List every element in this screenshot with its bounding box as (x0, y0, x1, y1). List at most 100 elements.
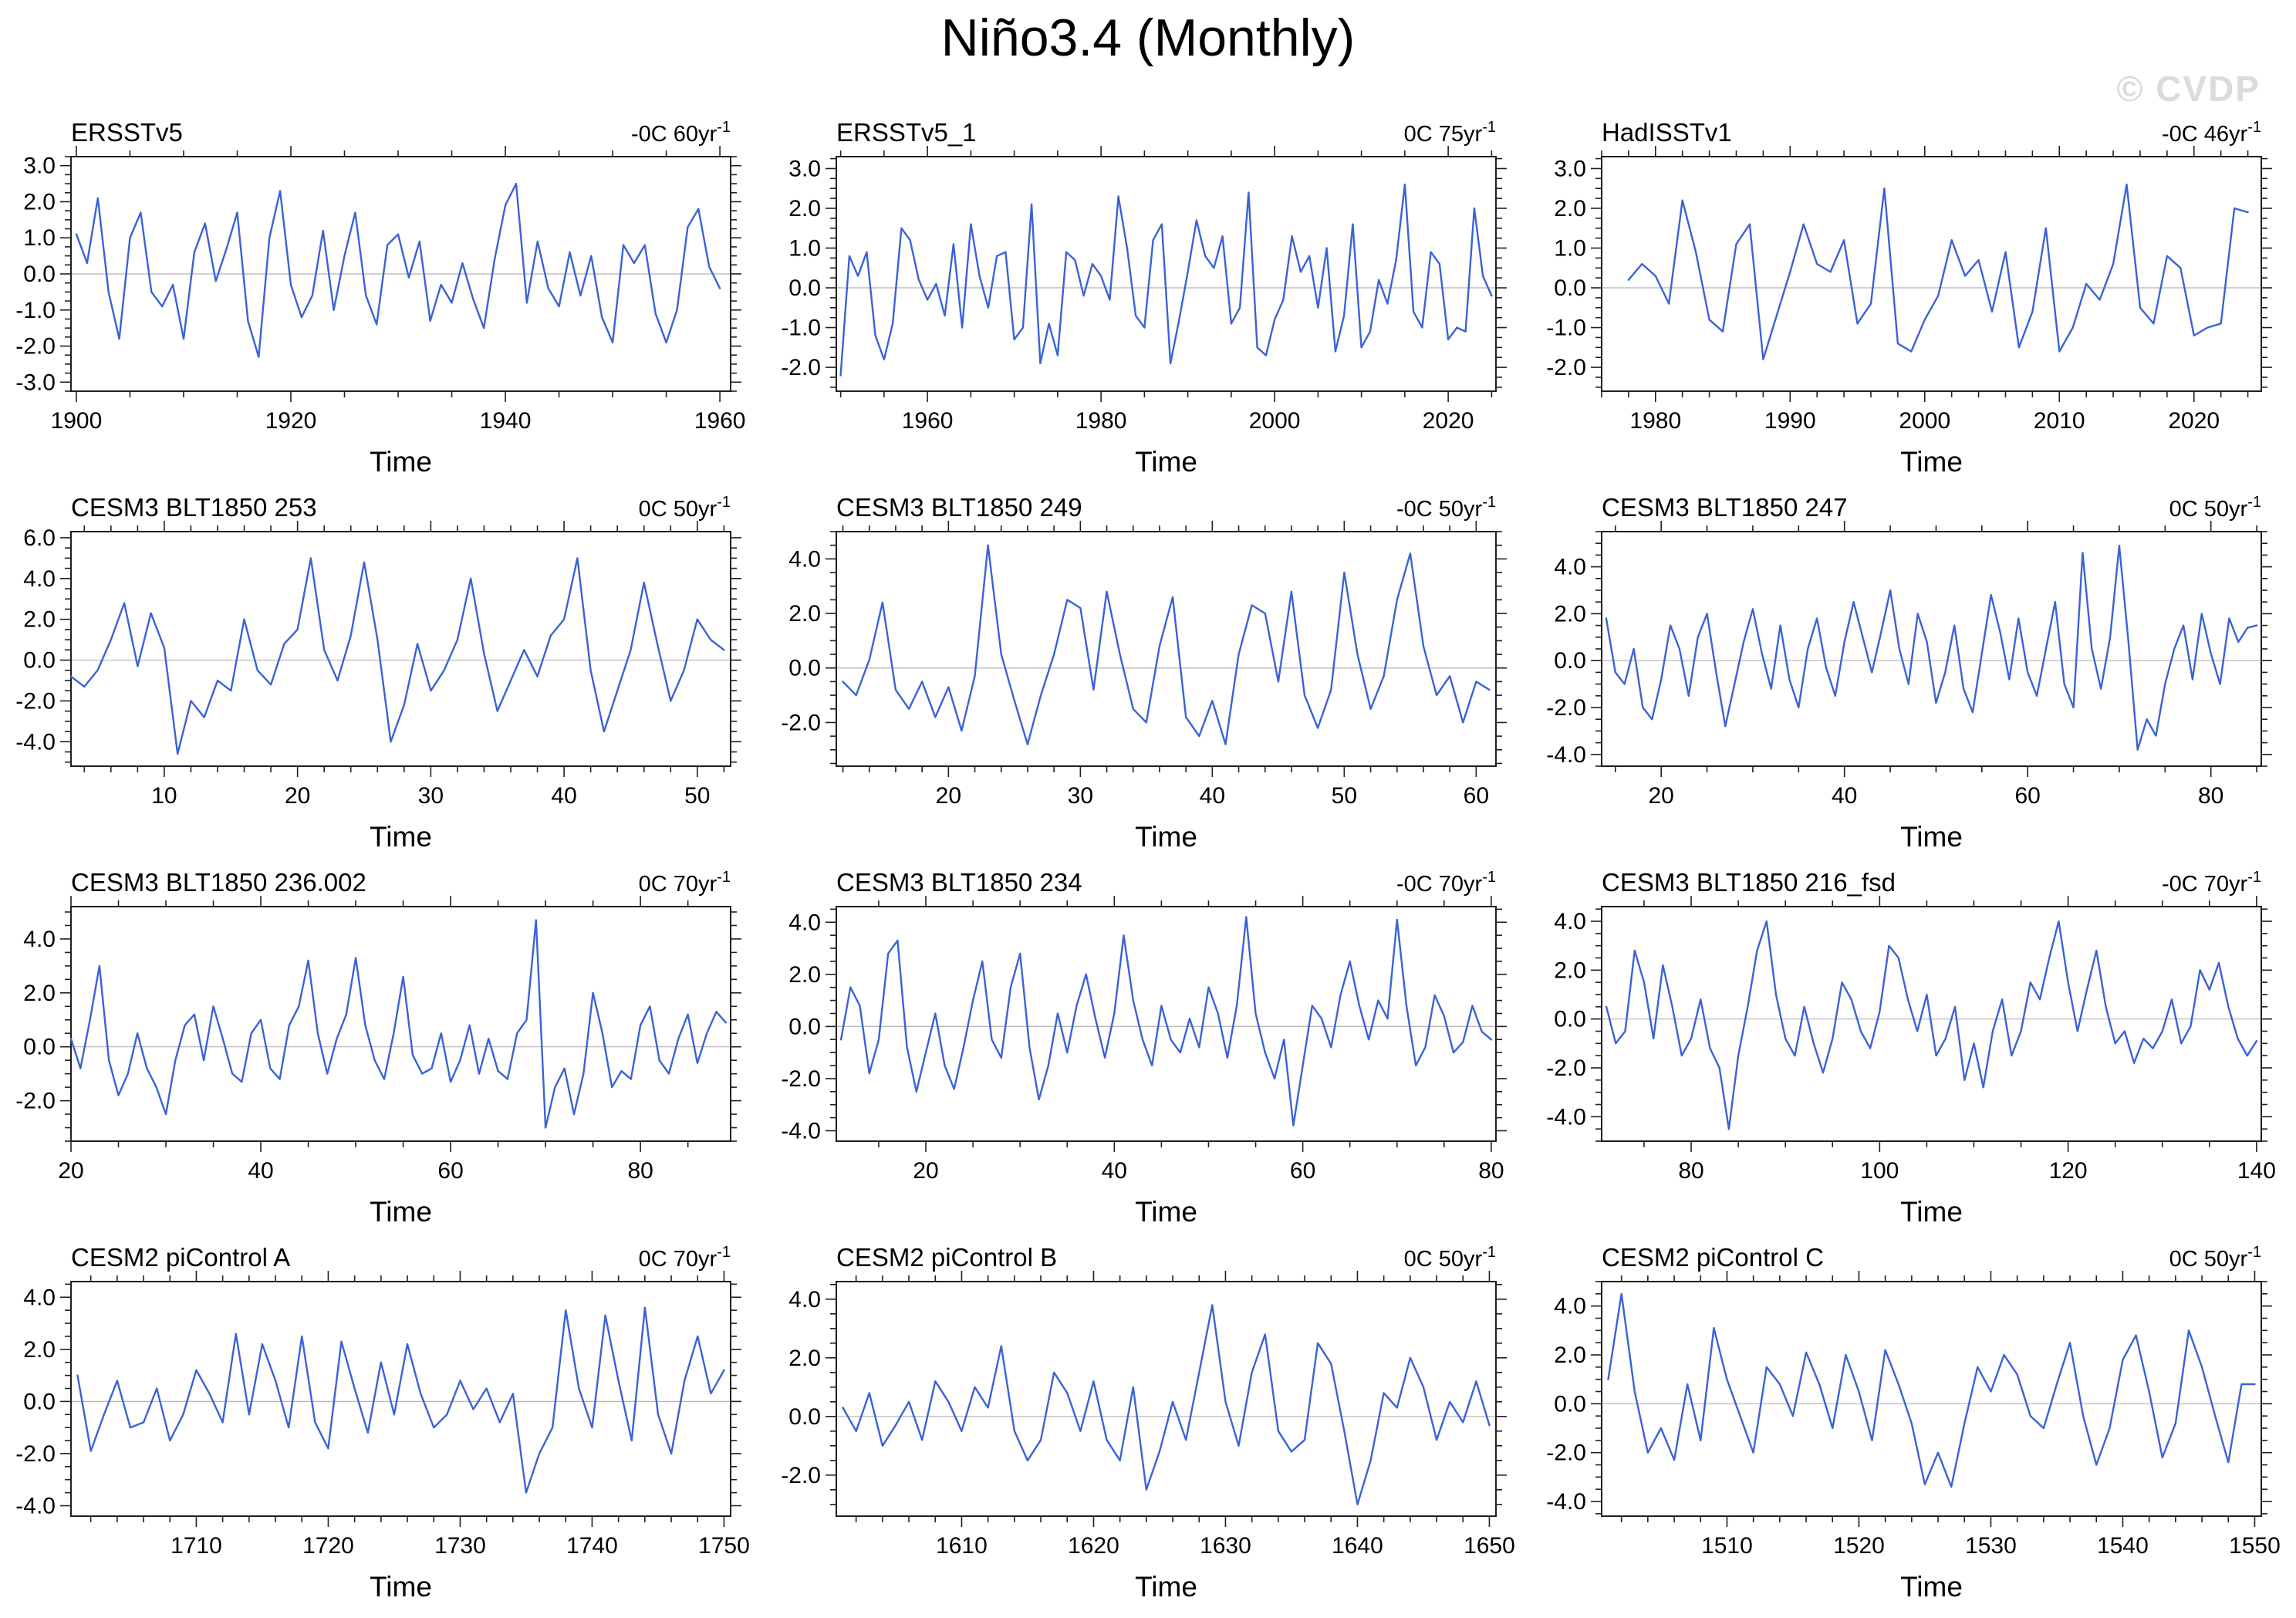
panel-cesm3-blt1850-216-fsd: CESM3 BLT1850 216_fsd -0C 70yr-1 80 100 120 1… (1531, 863, 2296, 1238)
plot-frame (70, 1281, 731, 1517)
panels-grid: ERSSTv5 -0C 60yr-1 1900 1920 1940 1960 -3.0 -2.… (0, 113, 2296, 1613)
trend-label: 0C 50yr-1 (2169, 494, 2261, 522)
panel-cesm3-blt1850-247: CESM3 BLT1850 247 0C 50yr-1 20 40 60 80 -4.0 -2… (1531, 488, 2296, 863)
data-line (1627, 183, 2249, 360)
x-tick-label: 2020 (1423, 408, 1474, 434)
panel-title: CESM3 BLT1850 236.002 (71, 868, 366, 897)
data-line (69, 557, 725, 755)
x-tick-label: 1940 (480, 408, 532, 434)
y-tick-label: 0.0 (788, 1014, 821, 1039)
x-tick-label: 2000 (1249, 408, 1301, 434)
panel-title: ERSSTv5 (71, 118, 183, 147)
panel-cesm3-blt1850-249: CESM3 BLT1850 249 -0C 50yr-1 20 30 40 50 60 -2.… (765, 488, 1531, 863)
y-tick-label: -2.0 (781, 1066, 821, 1092)
data-line (69, 919, 727, 1129)
x-tick-label: 50 (1332, 783, 1357, 809)
x-tick-label: 1710 (171, 1533, 222, 1559)
x-tick-label: 1550 (2229, 1533, 2281, 1559)
time-axis-label: Time (1135, 1196, 1197, 1228)
time-axis-label: Time (370, 446, 432, 478)
y-tick-label: -4.0 (1546, 1489, 1586, 1515)
chart-svg-6: CESM3 BLT1850 236.002 0C 70yr-1 20 40 60 80 -2… (15, 868, 741, 1228)
x-tick-label: 1720 (302, 1533, 354, 1559)
x-tick-label: 120 (2049, 1158, 2088, 1184)
x-tick-label: 2000 (1899, 408, 1950, 434)
panel-ersstv5-1: ERSSTv5_1 0C 75yr-1 1960 1980 2000 2020 -2.0 -1… (765, 113, 1531, 488)
y-tick-label: 4.0 (788, 1287, 821, 1312)
x-tick-label: 20 (936, 783, 961, 809)
y-tick-label: 0.0 (1554, 1007, 1586, 1032)
panel-cesm3-blt1850-253: CESM3 BLT1850 253 0C 50yr-1 10 20 30 40 50 -4.0… (0, 488, 765, 863)
y-tick-label: 2.0 (23, 607, 56, 633)
chart-svg-5: CESM3 BLT1850 247 0C 50yr-1 20 40 60 80 -4.0 -2… (1546, 493, 2272, 853)
x-tick-label: 2020 (2168, 408, 2220, 434)
y-tick-label: -2.0 (781, 355, 821, 380)
plot-frame (70, 906, 731, 1142)
panel-cesm2-picontrol-a: CESM2 piControl A 0C 70yr-1 1710 1720 1730 17… (0, 1238, 765, 1613)
data-line (1605, 920, 2258, 1130)
y-tick-label: -2.0 (15, 688, 56, 714)
time-axis-label: Time (1900, 446, 1963, 478)
y-tick-label: -2.0 (15, 334, 56, 360)
plot-frame (70, 531, 731, 767)
chart-svg-10: CESM2 piControl B 0C 50yr-1 1610 1620 1630 16… (781, 1243, 1515, 1603)
y-tick-label: -1.0 (781, 316, 821, 341)
y-tick-label: -2.0 (15, 1089, 56, 1114)
y-tick-label: -2.0 (1546, 1441, 1586, 1466)
panel-ersstv5: ERSSTv5 -0C 60yr-1 1900 1920 1940 1960 -3.0 -2.… (0, 113, 765, 488)
y-tick-label: 6.0 (23, 525, 56, 551)
y-tick-label: 0.0 (23, 262, 56, 287)
y-tick-label: 2.0 (1554, 601, 1586, 627)
panel-title: CESM3 BLT1850 249 (836, 493, 1082, 522)
x-tick-label: 30 (418, 783, 444, 809)
y-tick-label: -4.0 (15, 729, 56, 755)
x-tick-label: 60 (437, 1158, 463, 1184)
panel-title: CESM3 BLT1850 247 (1602, 493, 1848, 522)
y-tick-label: 2.0 (788, 601, 821, 627)
x-tick-label: 100 (1860, 1158, 1899, 1184)
x-tick-label: 1980 (1629, 408, 1681, 434)
cvdp-watermark: © CVDP (2116, 69, 2261, 109)
chart-svg-2: HadISSTv1 -0C 46yr-1 1980 1990 2000 2010 2020 -… (1546, 118, 2272, 478)
panel-hadisstv1: HadISSTv1 -0C 46yr-1 1980 1990 2000 2010 2020 -… (1531, 113, 2296, 488)
y-tick-label: -4.0 (781, 1118, 821, 1143)
plot-frame (836, 531, 1497, 767)
x-tick-label: 1960 (694, 408, 746, 434)
chart-svg-7: CESM3 BLT1850 234 -0C 70yr-1 20 40 60 80 -4.0 -… (781, 868, 1507, 1228)
y-tick-label: -4.0 (1546, 742, 1586, 768)
data-line (1607, 1292, 2256, 1488)
x-tick-label: 80 (1478, 1158, 1504, 1184)
y-tick-label: 2.0 (23, 981, 56, 1006)
y-tick-label: 2.0 (788, 962, 821, 988)
x-tick-label: 60 (2015, 783, 2041, 809)
time-axis-label: Time (370, 821, 432, 853)
chart-svg-11: CESM2 piControl C 0C 50yr-1 1510 1520 1530 15… (1546, 1243, 2281, 1603)
trend-label: 0C 70yr-1 (639, 869, 731, 897)
y-tick-label: 3.0 (788, 156, 821, 181)
data-line (1605, 544, 2258, 751)
trend-label: -0C 60yr-1 (631, 119, 731, 147)
y-tick-label: 4.0 (1554, 909, 1586, 934)
x-tick-label: 40 (1200, 783, 1225, 809)
panel-title: CESM3 BLT1850 253 (71, 493, 317, 522)
y-tick-label: 2.0 (1554, 196, 1586, 221)
data-line (842, 544, 1491, 745)
chart-svg-0: ERSSTv5 -0C 60yr-1 1900 1920 1940 1960 -3.0 -2.… (15, 118, 746, 478)
y-tick-label: 0.0 (1554, 648, 1586, 674)
time-axis-label: Time (1900, 821, 1963, 853)
x-tick-label: 20 (913, 1158, 938, 1184)
y-tick-label: 4.0 (23, 566, 56, 592)
trend-label: 0C 50yr-1 (2169, 1244, 2261, 1272)
data-line (842, 1304, 1491, 1505)
trend-label: 0C 50yr-1 (1404, 1244, 1496, 1272)
y-tick-label: 2.0 (788, 1346, 821, 1371)
trend-label: 0C 70yr-1 (639, 1244, 731, 1272)
y-tick-label: 4.0 (788, 910, 821, 935)
x-tick-label: 80 (627, 1158, 653, 1184)
data-line (76, 1306, 725, 1494)
y-tick-label: -2.0 (1546, 695, 1586, 721)
y-tick-label: 0.0 (788, 1404, 821, 1430)
y-tick-label: 2.0 (788, 196, 821, 221)
panel-cesm3-blt1850-236-002: CESM3 BLT1850 236.002 0C 70yr-1 20 40 60 80 -2… (0, 863, 765, 1238)
y-tick-label: -1.0 (15, 298, 56, 323)
